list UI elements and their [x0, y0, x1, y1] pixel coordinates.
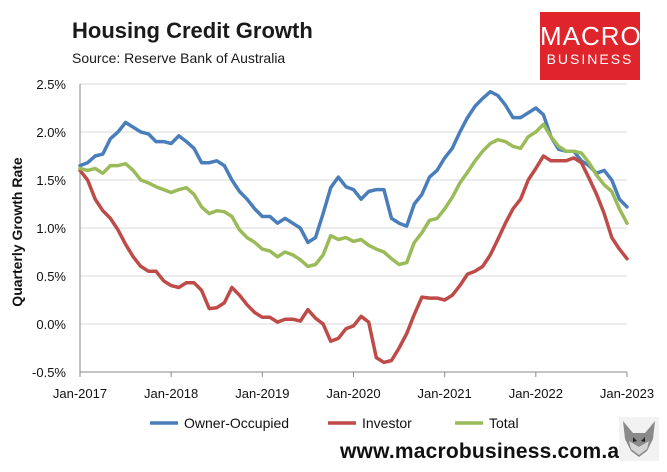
macrobusiness-logo: MACRO BUSINESS: [540, 12, 642, 80]
axes: [79, 84, 628, 377]
x-tick-label: Jan-2020: [326, 386, 380, 401]
y-tick-label: 1.5%: [36, 173, 66, 188]
y-tick-label: 1.0%: [36, 221, 66, 236]
chart-title: Housing Credit Growth: [72, 18, 313, 43]
website-url: www.macrobusiness.com.au: [340, 440, 633, 463]
y-tick-label: 0.0%: [36, 317, 66, 332]
y-tick-label: 0.5%: [36, 269, 66, 284]
y-tick-label: 2.0%: [36, 125, 66, 140]
x-tick-label: Jan-2022: [509, 386, 563, 401]
series-line-owner-occupied: [78, 89, 629, 245]
legend-label: Total: [489, 415, 519, 431]
series-line-investor: [78, 154, 629, 365]
legend-label: Investor: [362, 415, 412, 431]
y-tick-labels: -0.5% 0.0% 0.5% 1.0% 1.5% 2.0% 2.5%: [32, 77, 66, 380]
chart-subtitle: Source: Reserve Bank of Australia: [72, 50, 286, 66]
x-tick-label: Jan-2021: [418, 386, 472, 401]
logo-text-macro: MACRO: [540, 21, 642, 51]
series-line-total: [78, 122, 629, 269]
x-tick-label: Jan-2018: [144, 386, 198, 401]
x-tick-labels: Jan-2017 Jan-2018 Jan-2019 Jan-2020 Jan-2021…: [53, 386, 654, 401]
legend: Owner-Occupied Investor Total: [150, 415, 519, 431]
series-lines: [78, 89, 629, 365]
logo-text-business: BUSINESS: [546, 51, 634, 67]
legend-label: Owner-Occupied: [184, 415, 289, 431]
x-tick-label: Jan-2023: [600, 386, 654, 401]
y-tick-label: -0.5%: [32, 365, 66, 380]
x-tick-label: Jan-2019: [235, 386, 289, 401]
y-tick-label: 2.5%: [36, 77, 66, 92]
x-tick-label: Jan-2017: [53, 386, 107, 401]
fox-face-icon: [619, 417, 659, 461]
y-axis-label: Quarterly Growth Rate: [9, 157, 25, 307]
